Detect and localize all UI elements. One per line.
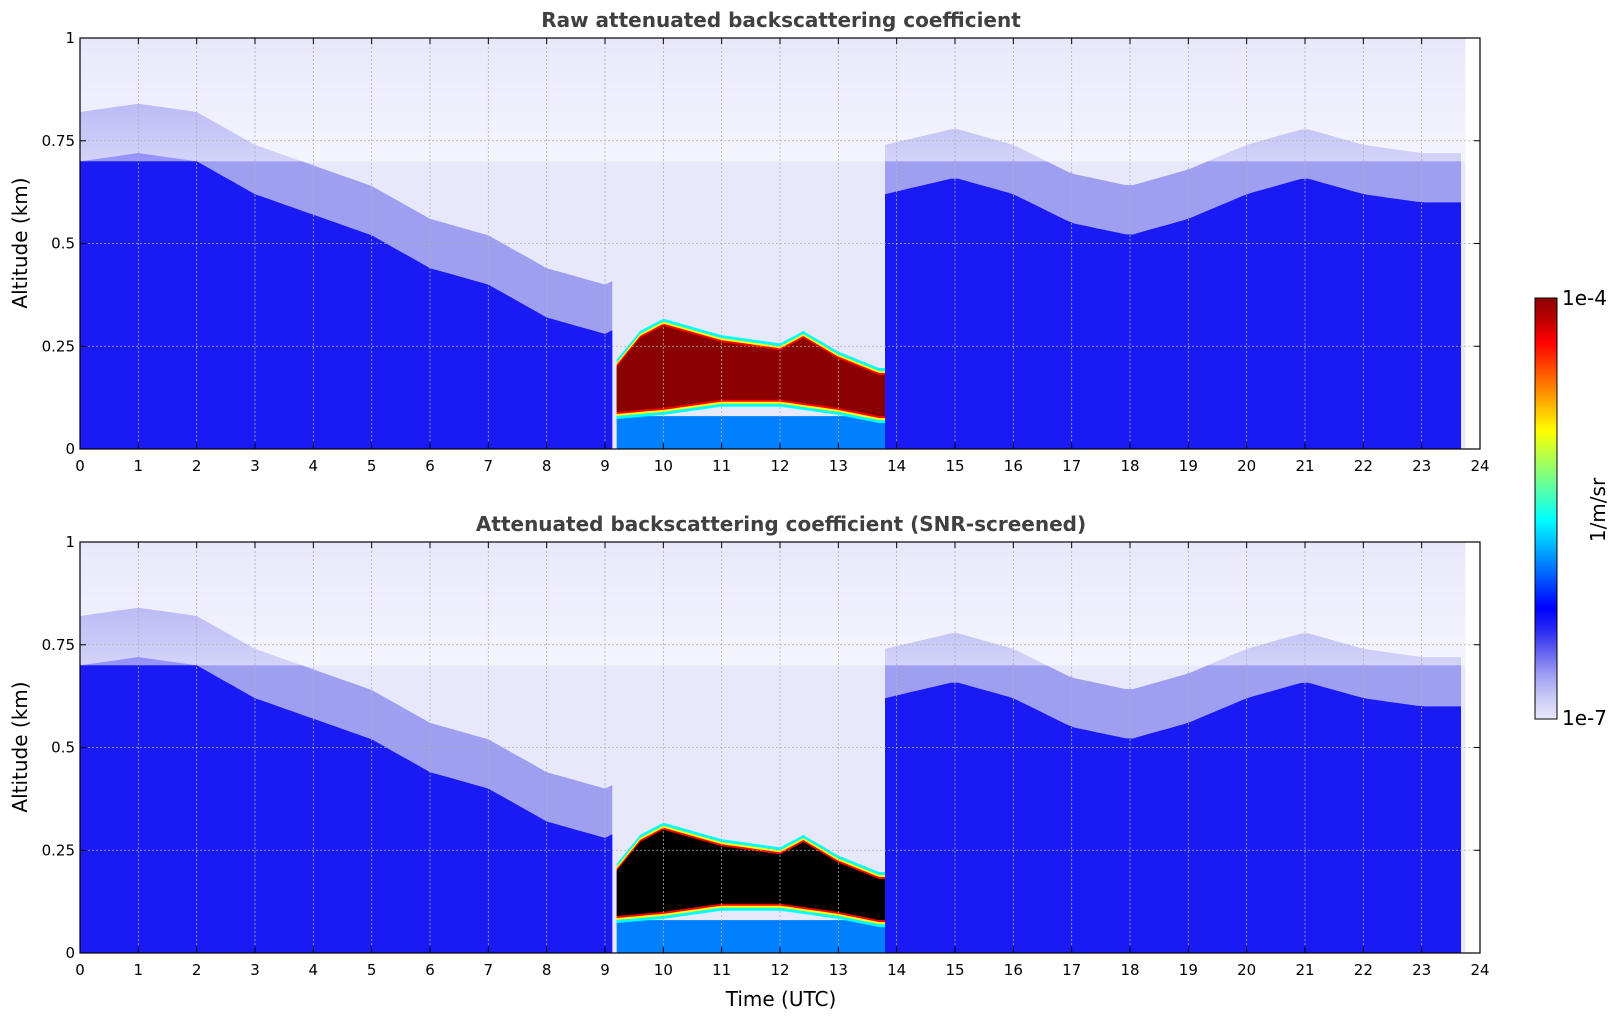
x-tick-label: 1 [134,961,144,979]
fog-underlay [616,416,885,449]
dense-layer-1 [885,682,1461,953]
x-tick-label: 6 [425,457,435,475]
x-tick-label: 5 [367,457,377,475]
panel-raw: Raw attenuated backscattering coefficien… [8,8,1490,475]
x-tick-label: 3 [250,457,260,475]
x-tick-label: 17 [1062,457,1081,475]
x-tick-label: 17 [1062,961,1081,979]
x-tick-label: 4 [309,961,319,979]
y-tick-label: 0.75 [42,636,75,654]
x-tick-label: 20 [1237,961,1256,979]
y-tick-label: 0 [65,944,75,962]
x-tick-label: 21 [1295,457,1314,475]
x-tick-label: 2 [192,961,202,979]
x-tick-label: 7 [484,457,494,475]
x-tick-label: 15 [945,457,964,475]
dense-layer-0 [80,657,613,953]
upper-haze [80,542,1466,666]
x-tick-label: 24 [1470,961,1489,979]
x-tick-label: 19 [1179,961,1198,979]
x-tick-label: 18 [1120,457,1139,475]
grid-raw [80,38,1480,449]
x-tick-label: 20 [1237,457,1256,475]
x-tick-label: 5 [367,961,377,979]
y-tick-label: 1 [65,29,75,47]
x-tick-label: 10 [654,961,673,979]
x-tick-label: 13 [829,961,848,979]
x-tick-label: 12 [770,457,789,475]
chart-title-raw: Raw attenuated backscattering coefficien… [541,8,1021,32]
x-tick-label: 22 [1354,961,1373,979]
x-tick-label: 11 [712,457,731,475]
y-tick-label: 0.25 [42,841,75,859]
x-axis-screened: 0 1 2 3 4 5 6 7 8 9 10 11 12 13 14 15 16 17 18 19 20 21 22 23 24 [75,542,1490,979]
upper-haze [80,38,1466,162]
x-tick-label: 0 [75,457,85,475]
y-axis-label-raw: Altitude (km) [8,177,32,308]
y-tick-label: 0.5 [51,739,75,757]
fog-underlay [616,920,885,953]
x-axis-label: Time (UTC) [725,987,837,1011]
x-tick-label: 16 [1004,457,1023,475]
colorbar-max-label: 1e-4 [1562,286,1607,310]
chart-title-screened: Attenuated backscattering coefficient (S… [476,512,1086,536]
x-tick-label: 2 [192,457,202,475]
x-tick-label: 8 [542,457,552,475]
colorbar: 1e-4 1e-7 1/m/sr [1534,286,1610,730]
x-tick-label: 13 [829,457,848,475]
x-tick-label: 0 [75,961,85,979]
colorbar-unit-label: 1/m/sr [1586,477,1610,542]
dense-layer-1 [885,178,1461,449]
x-tick-label: 3 [250,961,260,979]
x-tick-label: 21 [1295,961,1314,979]
x-tick-label: 14 [887,961,906,979]
x-tick-label: 18 [1120,961,1139,979]
y-tick-label: 0.25 [42,337,75,355]
x-tick-label: 16 [1004,961,1023,979]
y-axis-raw: 0 0.25 0.5 0.75 1 [42,29,1480,458]
colorbar-min-label: 1e-7 [1562,706,1607,730]
y-tick-label: 0.5 [51,235,75,253]
colorbar-scale [1534,297,1558,720]
x-tick-label: 22 [1354,457,1373,475]
y-tick-label: 0.75 [42,132,75,150]
panel-screened: Attenuated backscattering coefficient (S… [8,512,1490,1011]
y-tick-label: 0 [65,440,75,458]
fog-core [616,829,885,921]
x-tick-label: 9 [600,457,610,475]
y-tick-label: 1 [65,533,75,551]
x-tick-label: 12 [770,961,789,979]
x-tick-label: 9 [600,961,610,979]
x-tick-label: 6 [425,961,435,979]
x-tick-label: 1 [134,457,144,475]
dense-layer-0 [80,153,613,449]
fog-core [616,325,885,417]
x-tick-label: 10 [654,457,673,475]
y-axis-label-screened: Altitude (km) [8,681,32,812]
x-tick-label: 24 [1470,457,1489,475]
x-tick-label: 15 [945,961,964,979]
heatmap-screened [80,542,1466,953]
heatmap-raw [80,38,1466,450]
x-tick-label: 14 [887,457,906,475]
x-tick-label: 23 [1412,961,1431,979]
x-tick-label: 4 [309,457,319,475]
x-axis-raw: 0 1 2 3 4 5 6 7 8 9 10 11 12 13 14 15 16 17 18 19 20 21 22 23 24 [75,38,1490,475]
grid-screened [80,542,1480,953]
x-tick-label: 11 [712,961,731,979]
y-axis-screened: 0 0.25 0.5 0.75 1 [42,533,1480,962]
x-tick-label: 7 [484,961,494,979]
x-tick-label: 23 [1412,457,1431,475]
x-tick-label: 19 [1179,457,1198,475]
x-tick-label: 8 [542,961,552,979]
